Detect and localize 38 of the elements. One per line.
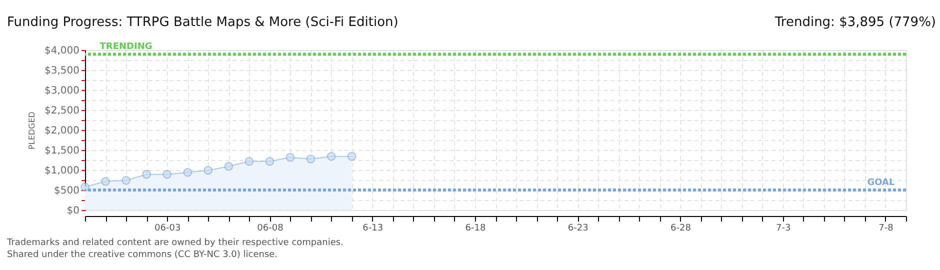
x-tick-label: 7-3: [776, 224, 791, 234]
y-tick-label: $4,000: [44, 46, 80, 56]
x-tick-label: 06-03: [154, 224, 181, 234]
x-tick-label: 6-18: [465, 224, 486, 234]
y-tick-label: $1,500: [44, 146, 80, 156]
chart-title: Funding Progress: TTRPG Battle Maps & More (Sci-Fi Edition): [7, 15, 398, 30]
x-tick-label: 6-28: [670, 224, 692, 234]
point: [162, 170, 172, 179]
x-tick-label: 7-8: [878, 224, 894, 234]
y-tick-label: $2,500: [44, 106, 80, 116]
ref-line-label: TRENDING: [100, 42, 152, 52]
x-tick-label: 6-13: [362, 224, 384, 234]
point: [347, 152, 356, 161]
ref-line-label: GOAL: [867, 178, 896, 188]
point: [326, 152, 336, 161]
text: Trademarks and related content are owned by their respective companies.: [6, 238, 344, 248]
y-tick-label: $3,500: [44, 66, 80, 76]
text: Shared under the creative commons (CC BY-NC 3.0) license.: [7, 250, 278, 260]
point: [142, 170, 151, 179]
y-tick-label: $2,000: [44, 126, 80, 136]
point: [80, 182, 90, 192]
y-tick-label: $500: [54, 186, 80, 196]
y-tick-label: $0: [66, 206, 80, 216]
point: [286, 153, 295, 162]
y-axis-title: PLEDGED: [28, 112, 37, 150]
point: [122, 176, 130, 185]
text: Trending: $3,895 (779%): [774, 15, 936, 30]
point: [265, 157, 274, 166]
y-tick-label: $1,000: [44, 166, 80, 176]
point: [244, 157, 254, 166]
point: [101, 177, 110, 186]
x-tick-label: 6-23: [568, 224, 588, 234]
point: [224, 162, 234, 171]
point: [306, 154, 316, 164]
x-tick-label: 06-08: [257, 224, 284, 234]
y-tick-label: $3,000: [44, 86, 80, 96]
point: [183, 168, 192, 177]
point: [204, 166, 213, 175]
